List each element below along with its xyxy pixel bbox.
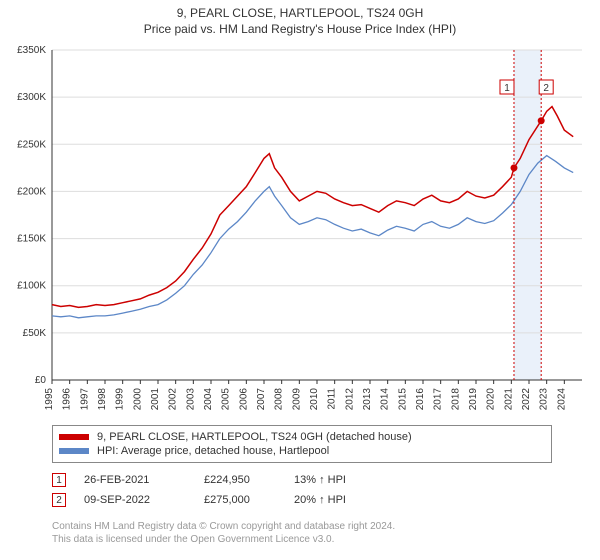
- legend-swatch-2: [59, 448, 89, 454]
- svg-text:1995: 1995: [44, 388, 55, 411]
- svg-text:1996: 1996: [62, 388, 73, 411]
- datapoint-pct-1: 13% ↑ HPI: [294, 474, 374, 486]
- legend: 9, PEARL CLOSE, HARTLEPOOL, TS24 0GH (de…: [52, 425, 552, 463]
- svg-text:2006: 2006: [238, 388, 249, 411]
- svg-text:2011: 2011: [327, 388, 338, 410]
- svg-text:2017: 2017: [433, 388, 444, 411]
- svg-text:£50K: £50K: [23, 328, 47, 339]
- svg-text:2014: 2014: [380, 388, 391, 411]
- svg-text:£100K: £100K: [17, 281, 46, 292]
- disclaimer-line-1: Contains HM Land Registry data © Crown c…: [52, 520, 572, 533]
- datapoint-date-2: 09-SEP-2022: [84, 494, 204, 506]
- legend-label-1: 9, PEARL CLOSE, HARTLEPOOL, TS24 0GH (de…: [97, 431, 412, 443]
- svg-text:2002: 2002: [168, 388, 179, 411]
- svg-text:1999: 1999: [115, 388, 126, 411]
- svg-text:2004: 2004: [203, 388, 214, 411]
- svg-text:2009: 2009: [291, 388, 302, 411]
- datapoint-badge-2: 2: [52, 493, 66, 507]
- svg-text:1: 1: [504, 83, 510, 94]
- svg-text:£250K: £250K: [17, 139, 46, 150]
- svg-text:2: 2: [543, 83, 549, 94]
- svg-text:2005: 2005: [221, 388, 232, 411]
- svg-text:2013: 2013: [362, 388, 373, 411]
- svg-text:2018: 2018: [450, 388, 461, 411]
- chart-area: £0 £50K £100K £150K £200K £250K £300K £350K 1995…: [0, 40, 600, 420]
- line-chart: £0 £50K £100K £150K £200K £250K £300K £350K 1995…: [0, 40, 600, 420]
- svg-text:£300K: £300K: [17, 92, 46, 103]
- svg-text:2001: 2001: [150, 388, 161, 411]
- svg-text:2024: 2024: [556, 388, 567, 411]
- svg-text:2020: 2020: [486, 388, 497, 411]
- datapoint-row-1: 1 26-FEB-2021 £224,950 13% ↑ HPI: [52, 470, 552, 490]
- disclaimer: Contains HM Land Registry data © Crown c…: [52, 520, 572, 546]
- svg-text:1998: 1998: [97, 388, 108, 411]
- datapoint-date-1: 26-FEB-2021: [84, 474, 204, 486]
- svg-text:2000: 2000: [132, 388, 143, 411]
- datapoint-badge-1: 1: [52, 473, 66, 487]
- datapoint-list: 1 26-FEB-2021 £224,950 13% ↑ HPI 2 09-SE…: [52, 470, 552, 510]
- datapoint-pct-2: 20% ↑ HPI: [294, 494, 374, 506]
- svg-text:2015: 2015: [397, 388, 408, 411]
- svg-text:2021: 2021: [503, 388, 514, 411]
- svg-text:1997: 1997: [79, 388, 90, 411]
- svg-text:£350K: £350K: [17, 45, 46, 56]
- datapoint-row-2: 2 09-SEP-2022 £275,000 20% ↑ HPI: [52, 490, 552, 510]
- chart-title-subtitle: Price paid vs. HM Land Registry's House …: [0, 20, 600, 40]
- datapoint-price-1: £224,950: [204, 474, 294, 486]
- svg-text:2003: 2003: [185, 388, 196, 411]
- svg-text:£200K: £200K: [17, 186, 46, 197]
- svg-text:£0: £0: [35, 375, 47, 386]
- svg-text:2023: 2023: [539, 388, 550, 411]
- svg-text:2008: 2008: [274, 388, 285, 411]
- svg-text:2022: 2022: [521, 388, 532, 411]
- legend-label-2: HPI: Average price, detached house, Hart…: [97, 445, 329, 457]
- legend-item-1: 9, PEARL CLOSE, HARTLEPOOL, TS24 0GH (de…: [59, 430, 545, 444]
- svg-text:2007: 2007: [256, 388, 267, 411]
- svg-text:2012: 2012: [344, 388, 355, 411]
- svg-text:2010: 2010: [309, 388, 320, 411]
- legend-item-2: HPI: Average price, detached house, Hart…: [59, 444, 545, 458]
- chart-title-address: 9, PEARL CLOSE, HARTLEPOOL, TS24 0GH: [0, 0, 600, 20]
- datapoint-price-2: £275,000: [204, 494, 294, 506]
- legend-swatch-1: [59, 434, 89, 440]
- disclaimer-line-2: This data is licensed under the Open Gov…: [52, 533, 572, 546]
- svg-text:2019: 2019: [468, 388, 479, 411]
- svg-text:2016: 2016: [415, 388, 426, 411]
- svg-text:£150K: £150K: [17, 234, 46, 245]
